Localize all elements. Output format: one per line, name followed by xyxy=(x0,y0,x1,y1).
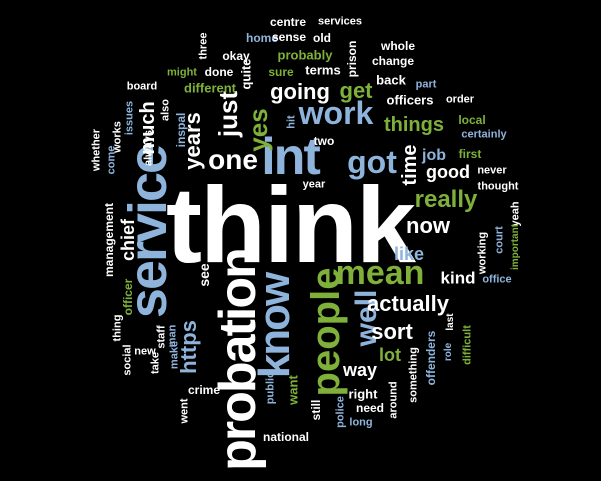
cloud-word: one xyxy=(208,144,258,175)
cloud-word: change xyxy=(371,54,415,68)
cloud-word: always xyxy=(142,129,155,167)
cloud-word: office xyxy=(482,273,512,286)
cloud-word: quite xyxy=(238,58,254,90)
cloud-word: done xyxy=(204,65,234,79)
cloud-word: might xyxy=(167,66,197,79)
cloud-word: also xyxy=(159,98,172,122)
cloud-word: new xyxy=(134,345,156,358)
cloud-word: mean xyxy=(335,254,425,292)
cloud-word: difficult xyxy=(461,325,474,365)
cloud-word: part xyxy=(415,78,437,91)
cloud-word: yes xyxy=(243,108,273,152)
cloud-word: works xyxy=(111,121,124,153)
cloud-word: now xyxy=(406,213,450,238)
cloud-word: yeah xyxy=(509,201,522,227)
cloud-word: public xyxy=(264,371,277,405)
cloud-word: three xyxy=(197,32,210,60)
cloud-word: kind xyxy=(440,268,476,288)
cloud-word: issues xyxy=(123,100,136,136)
cloud-word: working xyxy=(476,231,489,275)
cloud-word: national xyxy=(262,430,310,444)
cloud-word: last xyxy=(445,313,456,331)
cloud-word: home xyxy=(245,31,279,45)
cloud-word: know xyxy=(250,273,299,379)
cloud-word: like xyxy=(393,244,425,264)
cloud-word: police xyxy=(334,396,347,428)
cloud-word: went xyxy=(178,398,191,424)
cloud-word: see xyxy=(196,263,212,287)
cloud-word: different xyxy=(184,80,236,96)
cloud-word: thing xyxy=(111,314,124,342)
cloud-word: think xyxy=(166,164,416,285)
cloud-word: crime xyxy=(187,383,221,397)
cloud-word: lot xyxy=(379,345,401,365)
cloud-word: whether xyxy=(90,128,103,172)
cloud-word: sort xyxy=(371,319,413,344)
cloud-word: right xyxy=(348,386,378,402)
cloud-word: first xyxy=(458,147,482,161)
cloud-word: take xyxy=(149,351,162,375)
cloud-word: whole xyxy=(380,39,416,53)
cloud-word: never xyxy=(477,164,507,177)
cloud-word: sense xyxy=(271,30,307,44)
cloud-word: services xyxy=(317,15,363,28)
cloud-word: want xyxy=(285,375,301,405)
cloud-word: something xyxy=(407,347,420,403)
cloud-word: actually xyxy=(367,291,449,316)
cloud-word: time xyxy=(399,144,421,186)
cloud-word: role xyxy=(443,342,454,362)
cloud-word: okay xyxy=(222,49,250,63)
cloud-word: order xyxy=(445,93,475,106)
cloud-word: court xyxy=(493,226,506,254)
cloud-word: management xyxy=(102,202,116,278)
cloud-word: officers xyxy=(386,92,434,108)
cloud-word: https xyxy=(176,320,201,374)
cloud-word: around xyxy=(387,381,400,419)
cloud-word: centre xyxy=(269,15,307,29)
cloud-word: job xyxy=(422,147,446,164)
cloud-word: year xyxy=(302,178,326,191)
cloud-word: hit xyxy=(285,115,298,129)
cloud-word: social xyxy=(121,344,134,376)
cloud-word: get xyxy=(339,78,373,103)
cloud-word: work xyxy=(298,95,374,131)
cloud-word: inspal xyxy=(174,112,188,148)
cloud-word: prison xyxy=(345,40,359,78)
cloud-word: important xyxy=(510,223,521,271)
cloud-word: long xyxy=(349,416,373,429)
cloud-word: offenders xyxy=(424,330,438,386)
cloud-word: local xyxy=(458,113,486,127)
cloud-word: thought xyxy=(477,180,519,193)
cloud-word: need xyxy=(355,401,385,415)
cloud-word: board xyxy=(126,80,158,93)
cloud-word: going xyxy=(270,79,330,104)
cloud-word: two xyxy=(313,134,335,148)
cloud-word: int xyxy=(261,128,321,186)
cloud-word: still xyxy=(309,399,323,421)
cloud-word: really xyxy=(414,186,478,213)
cloud-word: chief xyxy=(118,218,138,262)
cloud-word: make xyxy=(168,340,181,370)
cloud-word: sure xyxy=(268,65,294,79)
cloud-word: back xyxy=(376,72,406,88)
cloud-word: probably xyxy=(277,47,333,63)
cloud-word: old xyxy=(313,31,331,45)
cloud-word: things xyxy=(384,114,444,136)
cloud-word: good xyxy=(426,162,470,182)
cloud-word: got xyxy=(347,144,397,180)
cloud-word: certainly xyxy=(461,128,507,141)
cloud-word: terms xyxy=(305,62,341,78)
cloud-word: way xyxy=(342,360,378,380)
cloud-word: officer xyxy=(121,278,135,316)
cloud-word: just xyxy=(213,90,243,138)
